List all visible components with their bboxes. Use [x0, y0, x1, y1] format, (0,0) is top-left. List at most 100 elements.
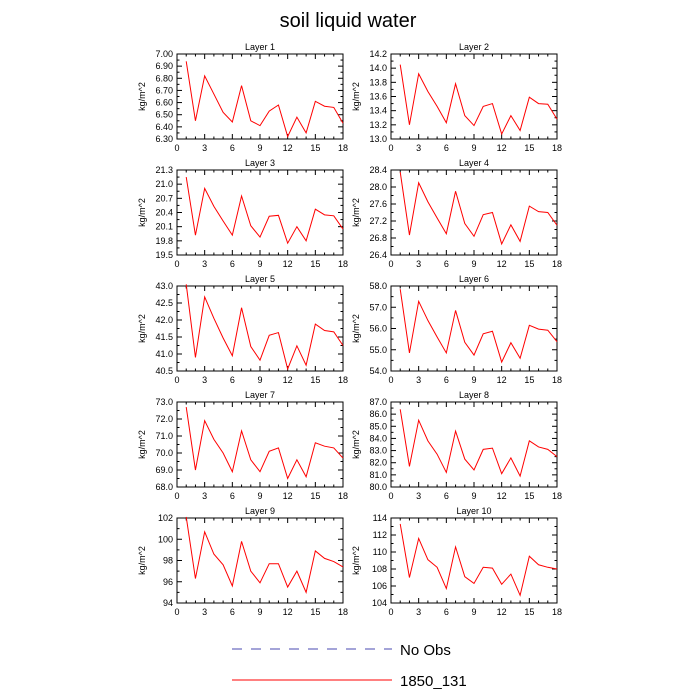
panel-6-ytick-label: 54.0 [369, 366, 387, 376]
panel-1-ytick-label: 6.70 [155, 85, 173, 95]
panel-3-ytick-label: 21.3 [155, 165, 173, 175]
panel-3-ylabel: kg/m^2 [137, 198, 147, 227]
panel-7-ytick-label: 71.0 [155, 431, 173, 441]
panel-6-ytick-label: 56.0 [369, 324, 387, 334]
panel-2-xtick-label: 6 [444, 143, 449, 153]
panel-5-xtick-label: 6 [230, 375, 235, 385]
panel-8-ytick-label: 85.0 [369, 421, 387, 431]
panel-7-xtick-label: 15 [310, 491, 320, 501]
panel-8-ylabel: kg/m^2 [351, 430, 361, 459]
panel-2-ytick-label: 13.0 [369, 134, 387, 144]
panel-8-title: Layer 8 [459, 390, 489, 400]
panel-8-ytick-label: 81.0 [369, 470, 387, 480]
panel-4-ytick-label: 28.0 [369, 182, 387, 192]
panel-4-ytick-label: 27.2 [369, 216, 387, 226]
panel-1-xtick-label: 18 [338, 143, 348, 153]
panel-7-ytick-label: 68.0 [155, 482, 173, 492]
panel-9-ytick-label: 96 [163, 577, 173, 587]
panel-8-ytick-label: 86.0 [369, 409, 387, 419]
panel-5-xtick-label: 15 [310, 375, 320, 385]
panel-5-xtick-label: 9 [257, 375, 262, 385]
panel-3-xtick-label: 0 [174, 259, 179, 269]
panel-6-xtick-label: 3 [416, 375, 421, 385]
panel-10-frame [390, 517, 558, 604]
panel-5-ytick-label: 41.0 [155, 349, 173, 359]
panel-10: Layer 10 kg/m^2 0 3 6 9 12 15 18 104 106 108 110 112 1… [351, 506, 562, 617]
panel-7: Layer 7 kg/m^2 0 3 6 9 12 15 18 68.0 69.0 70.0 71.0 7… [137, 390, 348, 501]
panel-9-title: Layer 9 [245, 506, 275, 516]
legend-label-1850-131: 1850_131 [400, 673, 467, 690]
panel-7-ytick-label: 72.0 [155, 414, 173, 424]
panel-7-frame [176, 401, 344, 488]
panel-4-xtick-label: 0 [388, 259, 393, 269]
panel-6-series-line [399, 289, 558, 364]
panel-5-xtick-label: 18 [338, 375, 348, 385]
panel-2-title: Layer 2 [459, 42, 489, 52]
panel-2-xtick-label: 18 [552, 143, 562, 153]
panel-1-title: Layer 1 [245, 42, 275, 52]
panel-4-xtick-label: 15 [524, 259, 534, 269]
panel-2-xtick-label: 15 [524, 143, 534, 153]
panel-10-ytick-label: 104 [372, 598, 387, 608]
panel-6-xtick-label: 0 [388, 375, 393, 385]
figure-title: soil liquid water [280, 10, 417, 32]
panel-8-series-line [399, 409, 558, 478]
panel-7-xtick-label: 6 [230, 491, 235, 501]
panel-7-ytick-label: 73.0 [155, 397, 173, 407]
panel-8-ytick-label: 82.0 [369, 458, 387, 468]
panel-10-ytick-label: 108 [372, 564, 387, 574]
panel-8-ytick-label: 80.0 [369, 482, 387, 492]
panel-6-ylabel: kg/m^2 [351, 314, 361, 343]
panel-8-xtick-label: 15 [524, 491, 534, 501]
panel-4-ytick-label: 28.4 [369, 165, 387, 175]
panel-4-ytick-label: 26.4 [369, 250, 387, 260]
panels-grid: Layer 1 kg/m^2 0 3 6 9 12 15 18 6.30 6.40 6.50 6.60 6… [137, 42, 562, 617]
panel-1-ytick-label: 6.90 [155, 61, 173, 71]
panel-9-frame [176, 517, 344, 604]
panel-3-xtick-label: 3 [202, 259, 207, 269]
panel-6-xtick-label: 15 [524, 375, 534, 385]
panel-4-series-line [399, 172, 558, 246]
panel-6-ytick-label: 58.0 [369, 281, 387, 291]
panel-4-frame [390, 169, 558, 256]
panel-1-ytick-label: 6.40 [155, 122, 173, 132]
panel-4-ytick-label: 26.8 [369, 233, 387, 243]
panel-10-title: Layer 10 [456, 506, 491, 516]
panel-2-xtick-label: 0 [388, 143, 393, 153]
panel-1-ytick-label: 6.30 [155, 134, 173, 144]
panel-10-ytick-label: 106 [372, 581, 387, 591]
panel-9-ylabel: kg/m^2 [137, 546, 147, 575]
panel-9-xtick-label: 6 [230, 607, 235, 617]
panel-8: Layer 8 kg/m^2 0 3 6 9 12 15 18 80.0 81.0 82.0 83.0 8… [351, 390, 562, 501]
panel-8-ytick-label: 83.0 [369, 446, 387, 456]
panel-1-xtick-label: 6 [230, 143, 235, 153]
panel-5-ytick-label: 40.5 [155, 366, 173, 376]
panel-6-xtick-label: 9 [471, 375, 476, 385]
panel-1-ylabel: kg/m^2 [137, 82, 147, 111]
panel-7-xtick-label: 12 [283, 491, 293, 501]
panel-6-xtick-label: 6 [444, 375, 449, 385]
panel-2-xtick-label: 12 [497, 143, 507, 153]
panel-3-ytick-label: 19.8 [155, 236, 173, 246]
panel-9: Layer 9 kg/m^2 0 3 6 9 12 15 18 94 96 98 100 102 [137, 506, 348, 617]
panel-1-xtick-label: 9 [257, 143, 262, 153]
panel-1-ytick-label: 6.80 [155, 73, 173, 83]
panel-6-xtick-label: 18 [552, 375, 562, 385]
panel-3-ytick-label: 20.1 [155, 222, 173, 232]
panel-3: Layer 3 kg/m^2 0 3 6 9 12 15 18 19.5 19.8 20.1 20.4 2… [137, 158, 348, 269]
panel-2-ytick-label: 13.6 [369, 92, 387, 102]
panel-9-ytick-label: 98 [163, 556, 173, 566]
panel-6-frame [390, 285, 558, 372]
panel-5-frame [176, 285, 344, 372]
panel-5: Layer 5 kg/m^2 0 3 6 9 12 15 18 40.5 41.0 41.5 42.0 4… [137, 274, 348, 385]
panel-10-xtick-label: 9 [471, 607, 476, 617]
panel-2-xtick-label: 9 [471, 143, 476, 153]
panel-10-ylabel: kg/m^2 [351, 546, 361, 575]
panel-10-ytick-label: 110 [373, 547, 387, 557]
panel-9-xtick-label: 9 [257, 607, 262, 617]
panel-5-ytick-label: 41.5 [155, 332, 173, 342]
panel-2-ytick-label: 13.2 [369, 120, 387, 130]
panel-1-xtick-label: 12 [283, 143, 293, 153]
panel-3-ytick-label: 19.5 [155, 250, 173, 260]
